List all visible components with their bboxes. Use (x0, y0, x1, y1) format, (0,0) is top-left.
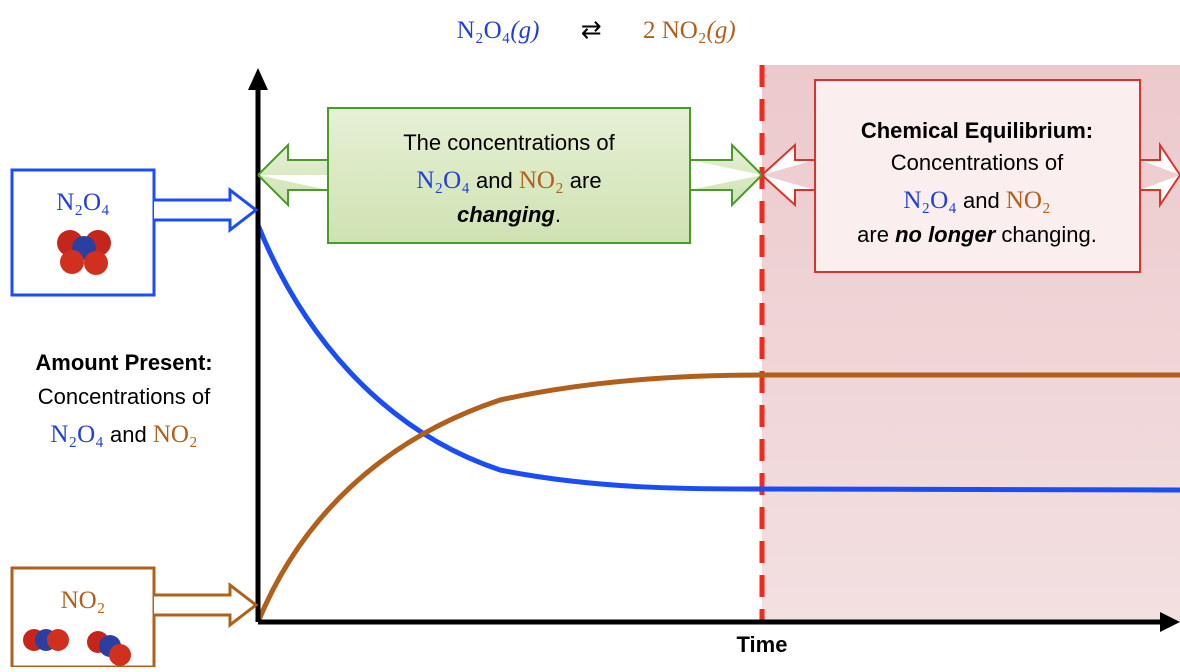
state: (g) (510, 17, 539, 44)
formula: NO₂ (153, 421, 198, 448)
line: N₂O₄ and NO₂ (903, 187, 1050, 214)
emphasis: changing (457, 202, 555, 227)
line: Concentrations of (891, 150, 1064, 175)
text: changing. (995, 222, 1097, 247)
equilibrium-box (814, 79, 1141, 273)
changing-text: The concentrations of N₂O₄ and NO₂ are c… (403, 130, 615, 227)
x-axis-label: Time (737, 632, 788, 657)
text: and (104, 422, 153, 447)
text: . (555, 202, 561, 227)
formula: N₂O₄ (416, 167, 470, 194)
reactant: N₂O₄ (457, 17, 511, 44)
product: 2 NO₂ (643, 17, 707, 44)
right-arrow (690, 142, 763, 208)
arrow: ⇄ (581, 17, 602, 44)
changing-box (327, 107, 691, 244)
equilibrium-text: Chemical Equilibrium: Concentrations of … (857, 118, 1097, 247)
line: changing. (457, 202, 561, 227)
label-line: N₂O₄ and NO₂ (50, 421, 197, 448)
n2o4-molecule (57, 230, 111, 275)
no2-curve (255, 372, 1180, 623)
y-arrow (248, 68, 268, 90)
emphasis: no longer (895, 222, 997, 247)
product-label: NO₂ (61, 587, 106, 614)
right-arrow (1140, 141, 1180, 209)
line: The concentrations of (403, 130, 615, 155)
label-title: Amount Present: (35, 350, 212, 375)
formula: NO₂ (1006, 187, 1051, 214)
text: and (957, 188, 1006, 213)
product-box (10, 566, 156, 669)
left-arrow (257, 142, 329, 208)
formula: N₂O₄ (50, 421, 104, 448)
state: (g) (707, 17, 736, 44)
label-line: Concentrations of (38, 384, 211, 409)
line: are no longer changing. (857, 222, 1097, 247)
x-arrow (1160, 612, 1180, 632)
formula: N₂O₄ (903, 187, 957, 214)
text: and (470, 168, 519, 193)
line: N₂O₄ and NO₂ are (416, 167, 601, 194)
n2o4-curve (255, 224, 1180, 493)
equation: N₂O₄(g) ⇄ 2 NO₂(g) (426, 17, 755, 44)
left-arrow (761, 142, 815, 208)
text: are (564, 168, 602, 193)
reactant-label: N₂O₄ (56, 189, 110, 216)
no2-molecules (23, 629, 131, 666)
text: are (857, 222, 895, 247)
y-axis-label: Amount Present: Concentrations of N₂O₄ a… (35, 350, 212, 448)
line: Chemical Equilibrium: (861, 118, 1093, 143)
reactant-box (10, 168, 156, 297)
product-arrow (154, 581, 259, 629)
formula: NO₂ (519, 167, 564, 194)
reactant-arrow (154, 186, 259, 234)
